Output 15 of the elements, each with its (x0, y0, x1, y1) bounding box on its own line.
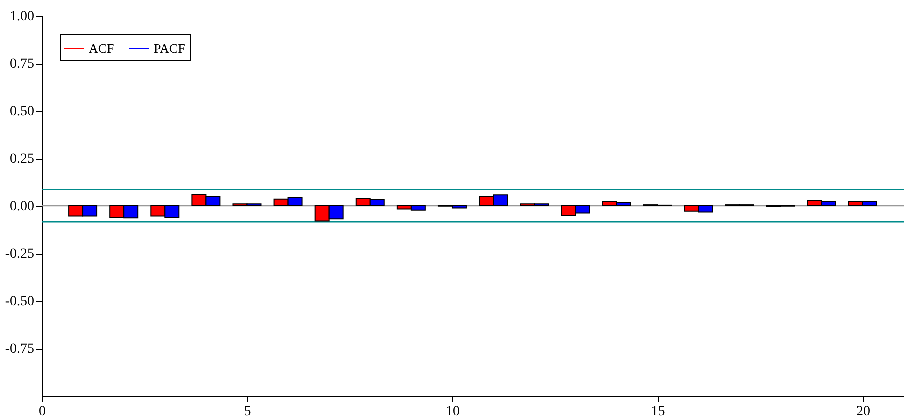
x-tick-label: 0 (39, 404, 46, 418)
y-tick-label: 0.00 (10, 200, 34, 214)
x-tick-label: 20 (856, 404, 870, 418)
y-tick-label: 0.50 (10, 104, 34, 120)
x-tick-label: 5 (244, 404, 252, 418)
y-tick-label: 0.25 (10, 152, 34, 167)
legend-label: PACF (154, 40, 186, 56)
y-tick-label: -0.50 (5, 294, 34, 310)
y-tick-label: 0.75 (10, 57, 34, 72)
x-tick-label: 10 (446, 404, 460, 418)
legend-label: ACF (89, 40, 114, 56)
y-tick-label: 1.00 (10, 10, 34, 24)
x-tick-label: 15 (651, 404, 666, 418)
y-tick-label: -0.75 (5, 342, 34, 357)
y-tick-label: -0.25 (5, 247, 34, 262)
